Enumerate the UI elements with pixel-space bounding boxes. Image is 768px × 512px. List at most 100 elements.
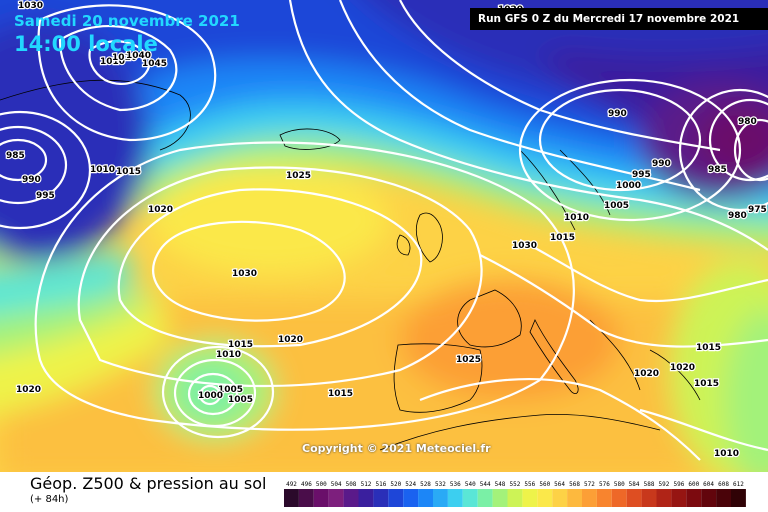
legend-value: 552 — [509, 481, 520, 488]
isobar-greenland-high-1 — [58, 25, 178, 112]
legend-swatch — [686, 489, 702, 507]
legend-value: 572 — [584, 481, 595, 488]
isobar-europe-1020 — [479, 254, 768, 348]
legend-value: 568 — [569, 481, 580, 488]
isobar-1020 — [34, 141, 575, 431]
coastline-iceland — [279, 128, 341, 150]
z500-west-greenband — [0, 290, 150, 354]
isobar-label: 1040 — [126, 51, 151, 61]
isobar-label: 1025 — [286, 171, 311, 181]
legend-value: 528 — [420, 481, 431, 488]
isobar-label: 1010 — [216, 350, 241, 360]
isobar-label: 1015 — [228, 340, 253, 350]
isobar-cutoff-1005 — [187, 372, 239, 416]
isobar-label: 1000 — [198, 391, 223, 401]
legend-value: 604 — [703, 481, 714, 488]
isobar-greenland-high-3 — [37, 4, 217, 142]
legend-value: 508 — [346, 481, 357, 488]
legend-swatch — [522, 489, 538, 507]
isobar-label: 1010 — [564, 213, 589, 223]
legend-swatch — [373, 489, 389, 507]
legend-value: 516 — [375, 481, 386, 488]
legend-value: 592 — [658, 481, 669, 488]
isobar-east-low-990 — [538, 88, 702, 192]
isobar-labels: 1030 1020 985 990 995 1010 1015 1045 101… — [5, 0, 768, 460]
legend-value: 548 — [495, 481, 506, 488]
z500-west-yellow — [0, 300, 170, 414]
legend-swatch — [611, 489, 627, 507]
isobar-west-low-990 — [0, 125, 68, 205]
isobar-label: 1020 — [16, 385, 41, 395]
coastline-scandinavia — [519, 149, 611, 231]
footer-bar: Géop. Z500 & pression au sol (+ 84h) 492… — [0, 472, 768, 512]
isobar-1025 — [77, 166, 483, 388]
isobar-label: 1010 — [90, 165, 115, 175]
legend-swatch — [671, 489, 687, 507]
isobar-label: 1015 — [328, 389, 353, 399]
isobar-mediterranean — [419, 378, 701, 461]
legend-value: 520 — [390, 481, 401, 488]
isobar-east-low-995 — [518, 78, 742, 222]
legend-value: 512 — [361, 481, 372, 488]
isobar-west-low-995 — [0, 110, 92, 230]
legend-value: 584 — [629, 481, 640, 488]
legend-swatch — [358, 489, 374, 507]
isobar-label: 1015 — [694, 379, 719, 389]
legend-swatch — [582, 489, 597, 507]
legend-value: 544 — [480, 481, 491, 488]
isobar-label: 985 — [6, 151, 25, 161]
legend-swatch — [328, 489, 344, 507]
isobar-label: 1015 — [116, 167, 141, 177]
coastline-italy — [529, 319, 579, 394]
copyright-notice: Copyright © 2021 Meteociel.fr — [302, 442, 491, 455]
legend-swatch — [537, 489, 553, 507]
isobar-label: 995 — [632, 170, 651, 180]
z500-west-green — [0, 250, 130, 318]
run-info-banner: Run GFS 0 Z du Mercredi 17 novembre 2021 — [470, 8, 768, 30]
legend-swatch — [418, 489, 433, 507]
legend-value: 524 — [405, 481, 416, 488]
legend-value: 564 — [554, 481, 565, 488]
legend-value: 560 — [539, 481, 550, 488]
isobar-label: 980 — [728, 211, 747, 221]
isobar-label: 1015 — [550, 233, 575, 243]
chart-title: Géop. Z500 & pression au sol — [30, 474, 267, 493]
isobar-anticyclone-atlantic — [152, 220, 346, 322]
isobar-label: 980 — [738, 117, 757, 127]
legend-swatch — [656, 489, 672, 507]
legend-swatch — [596, 489, 612, 507]
isobar-label: 1030 — [18, 1, 43, 11]
isobar-greenland-high-2 — [88, 40, 152, 85]
forecast-map: 1030 1020 985 990 995 1010 1015 1045 101… — [0, 0, 768, 472]
isobar-label: 1005 — [604, 201, 629, 211]
isobar-label: 1010 — [112, 53, 137, 63]
legend-swatch — [313, 489, 329, 507]
isobar-label: 1015 — [696, 343, 721, 353]
coastline-france — [457, 289, 522, 348]
isobar-label: 1010 — [100, 57, 125, 67]
isobar-east-low-985 — [678, 88, 768, 212]
isobar-east-low-980 — [708, 98, 768, 182]
legend-value: 532 — [435, 481, 446, 488]
legend-swatch — [298, 489, 314, 507]
forecast-time: 14:00 locale — [14, 32, 158, 56]
isobar-cutoff-1000 — [198, 384, 222, 406]
isobar-cutoff-1010 — [173, 358, 257, 428]
isobar-label: 1030 — [232, 269, 257, 279]
z500-east-greener — [725, 310, 768, 472]
isobar-label: 995 — [36, 191, 55, 201]
isobar-west-low-985 — [0, 138, 48, 182]
legend-value: 596 — [673, 481, 684, 488]
z500-ridge-orange — [400, 280, 620, 400]
isobar-northern — [288, 0, 768, 251]
legend-value: 588 — [644, 481, 655, 488]
legend-swatch — [477, 489, 493, 507]
isobar-label: 1000 — [616, 181, 641, 191]
isobars — [0, 0, 768, 461]
isobar-label: 985 — [708, 165, 727, 175]
isobar-europe-1015 — [519, 239, 768, 303]
isobar-northern-2 — [338, 0, 701, 192]
legend-swatch — [284, 489, 299, 507]
isobar-label: 1005 — [218, 385, 243, 395]
legend-swatch — [567, 489, 582, 507]
